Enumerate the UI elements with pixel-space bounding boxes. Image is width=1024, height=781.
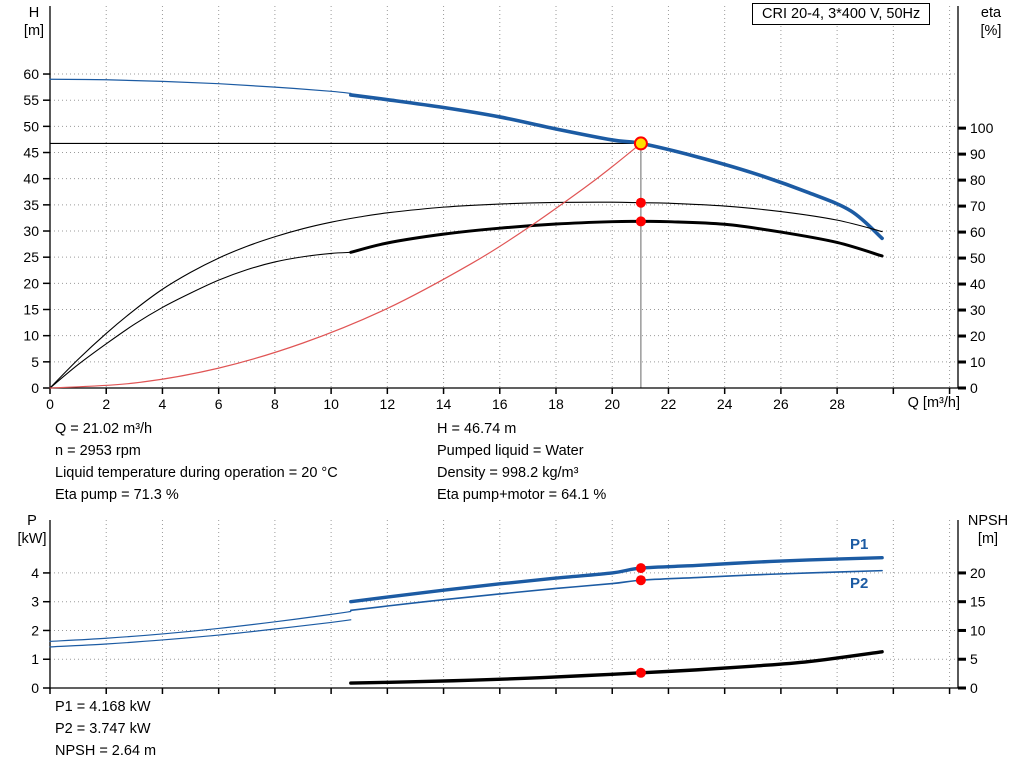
x-axis-tick-label: 18 [548,396,564,412]
right-axis-tick-label: 60 [970,224,986,240]
npsh-axis-title: NPSH [m] [956,512,1020,548]
right-axis-tick-label: 20 [970,328,986,344]
x-axis-tick-label: 6 [215,396,223,412]
eta-pump-motor-curve [349,219,884,258]
npsh-axis-unit: [m] [977,531,999,547]
npsh-axis-symbol: NPSH [967,513,1009,529]
head-readout: H = 46.74 m [437,421,517,437]
head-curve-trim [49,78,352,94]
left-axis-tick-label: 0 [31,680,39,696]
pump-title-box: CRI 20-4, 3*400 V, 50Hz [752,3,931,25]
left-axis-tick-label: 3 [31,594,39,610]
right-axis-tick-label: 10 [970,354,986,370]
left-axis-tick-label: 5 [31,354,39,370]
operating-point-dot [635,667,646,678]
right-axis-tick-label: 80 [970,172,986,188]
npsh-readout: NPSH = 2.64 m [55,743,157,759]
x-axis-tick-label: 4 [159,396,167,412]
npsh-curve [349,650,884,685]
left-axis-tick-label: 1 [31,651,39,667]
right-axis-tick-label: 20 [970,565,986,581]
operating-point-dot [635,563,646,574]
duty-readouts-right: H = 46.74 m Pumped liquid = Water Densit… [437,418,606,506]
right-axis-tick-label: 0 [970,680,978,696]
head-axis-symbol: H [28,5,40,21]
operating-point-dot [635,216,646,227]
left-axis-tick-label: 45 [23,145,39,161]
system-curve [49,142,642,389]
flow-axis-title: Q [m³/h] [907,395,960,411]
left-axis-tick-label: 4 [31,565,39,581]
power-axis-title: P [kW] [10,512,54,548]
right-axis-tick-label: 5 [970,651,978,667]
eta-pump-curve [49,201,883,389]
head-curve [348,93,884,241]
eta-axis-title: eta [%] [964,4,1018,40]
pumped-liquid-readout: Pumped liquid = Water [437,443,584,459]
x-axis-tick-label: 24 [717,396,733,412]
eta-axis-symbol: eta [980,5,1002,21]
eta-pump-motor-curve-trim [49,251,352,389]
right-axis-tick-label: 30 [970,302,986,318]
left-axis-tick-label: 35 [23,197,39,213]
p2-readout: P2 = 3.747 kW [55,721,151,737]
x-axis-tick-label: 2 [102,396,110,412]
operating-point-dot [635,197,646,208]
left-axis-tick-label: 25 [23,249,39,265]
right-axis-tick-label: 70 [970,198,986,214]
left-axis-tick-label: 30 [23,223,39,239]
x-axis-tick-label: 8 [271,396,279,412]
right-axis-tick-label: 10 [970,622,986,638]
left-axis-tick-label: 60 [23,66,39,82]
p1-curve-trim [49,610,352,642]
p1-curve [349,555,884,604]
head-axis-unit: [m] [23,23,45,39]
p2-curve-trim [49,619,352,648]
x-axis-tick-label: 22 [661,396,677,412]
left-axis-tick-label: 50 [23,118,39,134]
duty-readouts-left: Q = 21.02 m³/h n = 2953 rpm Liquid tempe… [55,418,338,506]
left-axis-tick-label: 2 [31,622,39,638]
duty-point-marker [633,136,648,151]
x-axis-tick-label: 28 [829,396,845,412]
operating-point-dot [635,575,646,586]
right-axis-tick-label: 100 [970,120,994,136]
power-axis-unit: [kW] [17,531,47,547]
density-readout: Density = 998.2 kg/m³ [437,465,579,481]
left-axis-tick-label: 0 [31,380,39,396]
right-axis-tick-label: 0 [970,380,978,396]
right-axis-tick-label: 15 [970,594,986,610]
p1-readout: P1 = 4.168 kW [55,699,151,715]
left-axis-tick-label: 20 [23,275,39,291]
eta-axis-unit: [%] [980,23,1002,39]
x-axis-tick-label: 0 [46,396,54,412]
p1-curve-label: P1 [850,536,869,553]
left-axis-tick-label: 15 [23,302,39,318]
p2-curve [349,569,883,612]
right-axis-tick-label: 40 [970,276,986,292]
x-axis-tick-label: 10 [323,396,339,412]
flow-readout: Q = 21.02 m³/h [55,421,153,437]
right-axis-tick-label: 90 [970,146,986,162]
x-axis-tick-label: 12 [380,396,396,412]
p2-curve-label: P2 [850,575,869,592]
eta-pump-motor-readout: Eta pump+motor = 64.1 % [437,487,607,503]
left-axis-tick-label: 10 [23,328,39,344]
power-axis-symbol: P [27,513,37,529]
x-axis-tick-label: 14 [436,396,452,412]
eta-pump-readout: Eta pump = 71.3 % [55,487,179,503]
speed-readout: n = 2953 rpm [55,443,141,459]
x-axis-tick-label: 26 [773,396,789,412]
liquid-temperature-readout: Liquid temperature during operation = 20… [55,465,338,481]
right-axis-tick-label: 50 [970,250,986,266]
x-axis-tick-label: 20 [604,396,620,412]
power-readouts: P1 = 4.168 kW P2 = 3.747 kW NPSH = 2.64 … [55,696,156,762]
head-axis-title: H [m] [14,4,54,40]
left-axis-tick-label: 55 [23,92,39,108]
x-axis-tick-label: 16 [492,396,508,412]
left-axis-tick-label: 40 [23,171,39,187]
